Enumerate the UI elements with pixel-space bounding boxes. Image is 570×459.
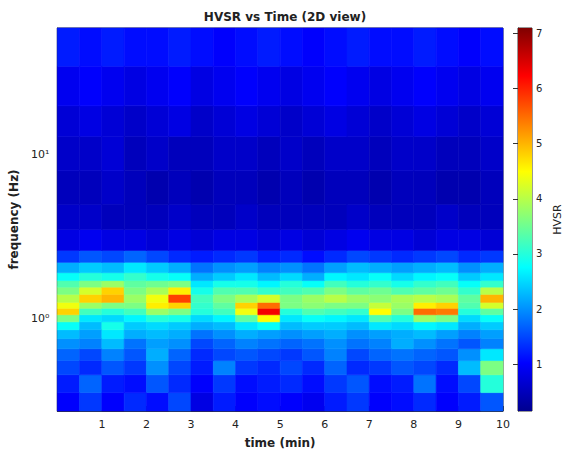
svg-text:5: 5: [536, 138, 542, 149]
svg-text:3: 3: [536, 248, 542, 259]
svg-text:1: 1: [536, 359, 542, 370]
svg-text:frequency (Hz): frequency (Hz): [7, 169, 21, 269]
svg-text:4: 4: [536, 193, 542, 204]
svg-text:3: 3: [188, 418, 195, 431]
svg-text:4: 4: [232, 418, 239, 431]
svg-text:6: 6: [536, 83, 542, 94]
svg-text:2: 2: [536, 304, 542, 315]
svg-text:1: 1: [98, 418, 105, 431]
svg-text:7: 7: [536, 28, 542, 39]
svg-text:10¹: 10¹: [31, 148, 49, 161]
svg-text:HVSR vs Time (2D view): HVSR vs Time (2D view): [204, 10, 366, 24]
svg-text:10: 10: [496, 418, 510, 431]
svg-text:9: 9: [455, 418, 462, 431]
svg-text:HVSR: HVSR: [551, 204, 564, 235]
svg-text:6: 6: [321, 418, 328, 431]
svg-text:time (min): time (min): [245, 436, 316, 450]
svg-text:2: 2: [143, 418, 150, 431]
svg-text:7: 7: [366, 418, 373, 431]
svg-text:5: 5: [277, 418, 284, 431]
svg-text:8: 8: [410, 418, 417, 431]
svg-text:10⁰: 10⁰: [31, 312, 50, 325]
